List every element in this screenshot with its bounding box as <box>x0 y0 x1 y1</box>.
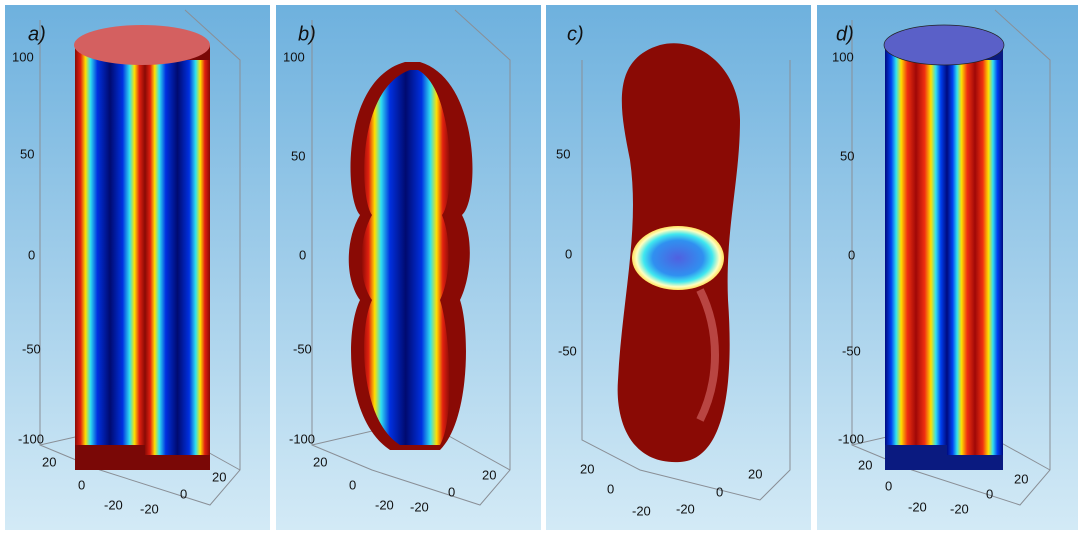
z-tick-label: 50 <box>20 146 34 161</box>
z-tick-label: 0 <box>299 247 306 262</box>
y-tick-label: 20 <box>1014 471 1028 486</box>
y-tick-label: 20 <box>212 469 226 484</box>
z-tick-label: -100 <box>838 431 864 446</box>
x-tick-label: 20 <box>42 454 56 469</box>
x-tick-label: 20 <box>858 457 872 472</box>
y-tick-label: -20 <box>410 499 429 514</box>
y-tick-label: 0 <box>986 486 993 501</box>
y-tick-label: -20 <box>676 501 695 516</box>
panel-label: d) <box>836 23 854 45</box>
z-tick-label: 50 <box>291 148 305 163</box>
z-tick-label: -100 <box>18 431 44 446</box>
z-tick-label: 100 <box>283 49 305 64</box>
x-tick-label: 0 <box>78 477 85 492</box>
y-tick-label: 20 <box>748 466 762 481</box>
x-tick-label: 20 <box>580 461 594 476</box>
z-tick-label: 0 <box>28 247 35 262</box>
y-tick-label: 0 <box>448 484 455 499</box>
x-tick-label: -20 <box>908 499 927 514</box>
y-tick-label: -20 <box>950 501 969 516</box>
panel-a <box>5 5 270 530</box>
x-tick-label: 20 <box>313 454 327 469</box>
y-tick-label: 0 <box>716 484 723 499</box>
z-tick-label: 0 <box>565 246 572 261</box>
z-tick-label: -50 <box>293 341 312 356</box>
figure: a) 100 50 0 -50 -100 20 0 -20 -20 0 20 b) 100 50 0 -50 -1… <box>0 0 1078 534</box>
x-tick-label: -20 <box>632 503 651 518</box>
z-tick-label: -50 <box>558 343 577 358</box>
panel-label: a) <box>28 23 46 45</box>
x-tick-label: -20 <box>104 497 123 512</box>
panel-c <box>546 5 811 530</box>
y-tick-label: 0 <box>180 486 187 501</box>
x-tick-label: 0 <box>885 478 892 493</box>
z-tick-label: 0 <box>848 247 855 262</box>
z-tick-label: 100 <box>12 49 34 64</box>
panel-b <box>276 5 541 530</box>
z-tick-label: -100 <box>289 431 315 446</box>
x-tick-label: -20 <box>375 497 394 512</box>
x-tick-label: 0 <box>607 481 614 496</box>
z-tick-label: 100 <box>832 49 854 64</box>
z-tick-label: -50 <box>842 343 861 358</box>
panel-label: c) <box>567 23 584 45</box>
panel-label: b) <box>298 23 316 45</box>
z-tick-label: 50 <box>840 148 854 163</box>
panel-d <box>817 5 1078 530</box>
z-tick-label: -50 <box>22 341 41 356</box>
z-tick-label: 50 <box>556 146 570 161</box>
y-tick-label: 20 <box>482 467 496 482</box>
x-tick-label: 0 <box>349 477 356 492</box>
y-tick-label: -20 <box>140 501 159 516</box>
